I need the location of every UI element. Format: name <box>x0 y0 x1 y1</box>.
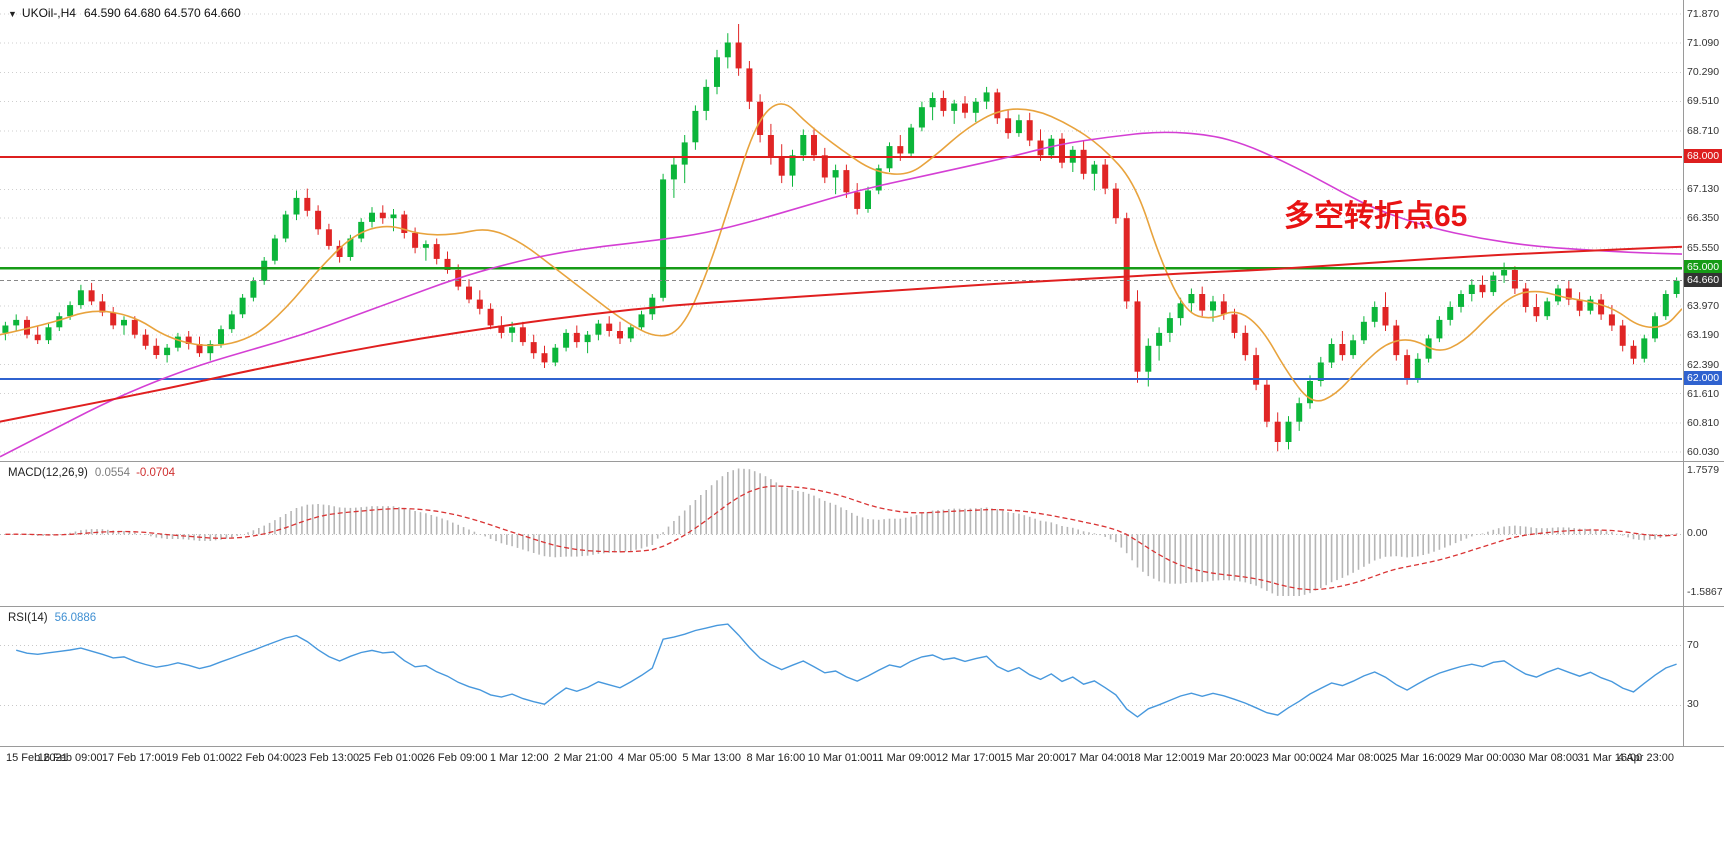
time-axis: 15 Feb 2021 16 Feb 09:00 17 Feb 17:00 19 Fe… <box>0 747 1724 773</box>
rsi-value: 56.0886 <box>54 612 97 624</box>
price-tick-label: 69.510 <box>1687 95 1720 108</box>
time-axis-label: 17 Mar 04:00 <box>1064 752 1130 764</box>
price-tick-label: 62.390 <box>1687 358 1720 371</box>
price-tick-label: 63.190 <box>1687 329 1720 342</box>
price-tick-label: 70.290 <box>1687 66 1720 79</box>
time-axis-label: 17 Feb 17:00 <box>101 752 167 764</box>
time-axis-label: 25 Mar 16:00 <box>1384 752 1450 764</box>
time-axis-label: 8 Mar 16:00 <box>746 752 806 764</box>
time-axis-label: 15 Mar 20:00 <box>1000 752 1065 764</box>
time-axis-label: 29 Mar 00:00 <box>1449 752 1514 764</box>
time-axis-label: 26 Feb 09:00 <box>422 752 488 764</box>
price-tick-label: 60.030 <box>1687 446 1720 458</box>
symbol-header: ▼ UKOil-,H4 64.590 64.680 64.570 64.660 <box>8 6 241 20</box>
chart-annotation-text: 多空转折点65 <box>1284 200 1468 233</box>
time-axis-label: 4 Mar 05:00 <box>618 752 677 764</box>
candlestick-chart[interactable] <box>0 0 1682 461</box>
time-axis-label: 30 Mar 08:00 <box>1513 752 1579 764</box>
price-tick-label: 63.970 <box>1687 300 1720 313</box>
macd-main-value: 0.0554 <box>94 467 131 479</box>
price-line-tag: 62.000 <box>1684 371 1723 386</box>
time-axis-label: 10 Mar 01:00 <box>807 752 873 764</box>
current-price-tag: 64.660 <box>1684 272 1723 287</box>
price-line-tag: 65.000 <box>1684 260 1723 275</box>
macd-signal-value: -0.0704 <box>136 467 176 479</box>
rsi-label-row: RSI(14) 56.0886 <box>8 612 96 624</box>
macd-axis-max-label: 1.7579 <box>1687 464 1720 476</box>
time-axis-label: 23 Feb 13:00 <box>294 752 360 764</box>
time-axis-label: 25 Feb 01:00 <box>358 752 424 764</box>
macd-name: MACD(12,26,9) <box>8 467 88 479</box>
price-tick-label: 61.610 <box>1687 387 1720 400</box>
time-axis-label: 15 Feb 2021 <box>6 752 68 764</box>
time-axis-label: 31 Mar 16:00 <box>1577 752 1643 764</box>
time-axis-label: 5 Mar 13:00 <box>682 752 742 764</box>
time-axis-label: 1 Mar 12:00 <box>489 752 549 764</box>
price-line-tag: 68.000 <box>1684 149 1723 164</box>
macd-indicator-chart[interactable] <box>0 462 1682 606</box>
price-tick-label: 65.550 <box>1687 241 1720 254</box>
time-axis-label: 19 Mar 20:00 <box>1192 752 1258 764</box>
time-axis-label: 11 Mar 09:00 <box>872 752 937 764</box>
price-tick-label: 66.350 <box>1687 212 1720 225</box>
price-tick-label: 67.130 <box>1687 183 1720 196</box>
time-axis-label: 12 Mar 17:00 <box>935 752 1001 764</box>
time-axis-label: 23 Mar 00:00 <box>1256 752 1322 764</box>
macd-indicator-panel: MACD(12,26,9) 0.0554 -0.0704 1.7579 0.00 -… <box>0 462 1724 607</box>
macd-label-row: MACD(12,26,9) 0.0554 -0.0704 <box>8 467 175 479</box>
rsi-level-30-label: 30 <box>1687 698 1699 711</box>
time-axis-label: 18 Mar 12:00 <box>1128 752 1194 764</box>
time-axis-label: 24 Mar 08:00 <box>1320 752 1386 764</box>
rsi-level-70-label: 70 <box>1687 638 1699 651</box>
rsi-indicator-chart[interactable] <box>0 607 1682 746</box>
price-chart-panel: ▼ UKOil-,H4 64.590 64.680 64.570 64.660 多空… <box>0 0 1724 462</box>
price-tick-label: 71.090 <box>1687 36 1720 49</box>
time-axis-label: 19 Feb 01:00 <box>166 752 231 764</box>
symbol-dropdown-icon[interactable]: ▼ <box>8 9 17 19</box>
rsi-name: RSI(14) <box>8 612 48 624</box>
symbol-title: UKOil-,H4 <box>21 6 76 20</box>
time-axis-label: 2 Mar 21:00 <box>554 752 613 764</box>
macd-axis-zero-label: 0.00 <box>1687 527 1708 540</box>
time-axis-label: 4 Apr 23:00 <box>1617 752 1674 764</box>
price-tick-label: 60.810 <box>1687 417 1720 430</box>
symbol-ohlc-readout: 64.590 64.680 64.570 64.660 <box>83 6 241 20</box>
time-axis-label: 16 Feb 09:00 <box>37 752 103 764</box>
time-axis-label: 22 Feb 04:00 <box>230 752 296 764</box>
macd-axis-min-label: -1.5867 <box>1687 586 1723 598</box>
price-tick-label: 71.870 <box>1687 8 1720 20</box>
price-axis-separator <box>1683 0 1684 747</box>
rsi-indicator-panel: RSI(14) 56.0886 70 30 <box>0 607 1724 747</box>
price-tick-label: 68.710 <box>1687 124 1720 137</box>
